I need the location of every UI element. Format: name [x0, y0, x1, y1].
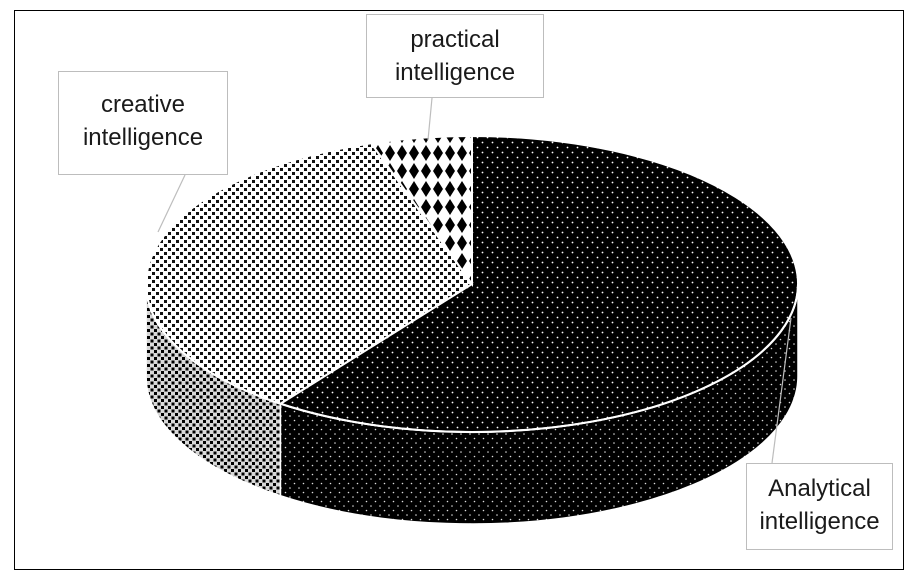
callout-creative-line2: intelligence	[82, 124, 204, 151]
pie-top	[145, 134, 799, 433]
callout-creative-intelligence: creative intelligence	[58, 71, 228, 175]
pie-rim	[145, 283, 799, 433]
pie-slice-2	[369, 134, 473, 288]
callout-practical-line1: practical	[410, 26, 500, 53]
pie-leaders	[157, 97, 792, 464]
callout-analytical-intelligence: Analytical intelligence	[746, 463, 893, 550]
callout-practical-line2: intelligence	[394, 59, 516, 86]
callout-analytical-line2: intelligence	[759, 508, 880, 535]
callout-analytical-line1: Analytical	[768, 475, 871, 502]
callout-practical-intelligence: practical intelligence	[366, 14, 544, 98]
leader-creative	[157, 174, 186, 233]
leader-analytical	[771, 317, 792, 464]
leader-practical	[427, 97, 433, 141]
callout-creative-line1: creative	[100, 91, 186, 118]
